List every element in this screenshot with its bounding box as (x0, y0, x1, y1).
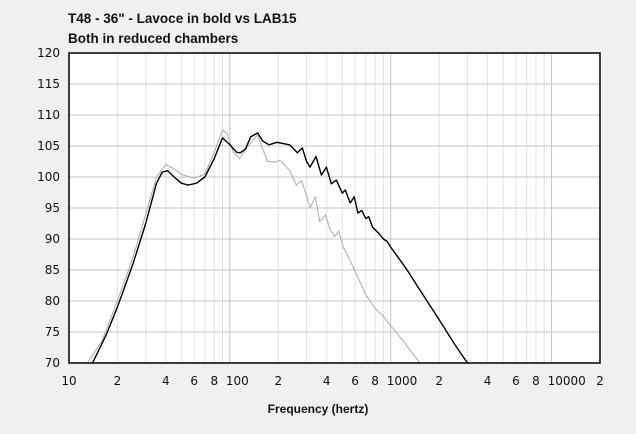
y-tick-label: 120 (37, 46, 60, 60)
x-axis-label: Frequency (hertz) (267, 402, 369, 416)
x-tick-label: 4 (162, 374, 170, 388)
x-tick-label: 4 (484, 374, 492, 388)
x-tick-label: 2 (596, 374, 604, 388)
x-tick-label: 6 (351, 374, 359, 388)
x-tick-label: 8 (371, 374, 379, 388)
y-tick-label: 75 (45, 325, 60, 339)
x-tick-label: 2 (274, 374, 282, 388)
y-tick-label: 80 (45, 294, 60, 308)
x-tick-label: 4 (323, 374, 331, 388)
x-tick-label: 10000 (548, 374, 586, 388)
plot-border (68, 52, 601, 364)
y-tick-label: 115 (37, 77, 60, 91)
x-tick-label: 6 (190, 374, 198, 388)
y-tick-label: 70 (45, 356, 60, 370)
y-tick-label: 85 (45, 263, 60, 277)
y-tick-label: 95 (45, 201, 60, 215)
series-line-t48-lavoce (91, 132, 469, 363)
x-tick-label: 8 (210, 374, 218, 388)
y-tick-label: 100 (37, 170, 60, 184)
y-tick-label: 90 (45, 232, 60, 246)
chart-subtitle: Both in reduced chambers (68, 31, 239, 46)
chart-title: T48 - 36" - Lavoce in bold vs LAB15 (68, 11, 297, 26)
x-tick-label: 8 (532, 374, 540, 388)
x-tick-label: 1000 (387, 374, 418, 388)
x-tick-label: 6 (512, 374, 520, 388)
y-tick-label: 110 (37, 108, 60, 122)
x-tick-label: 2 (114, 374, 122, 388)
x-tick-label: 100 (226, 374, 249, 388)
x-tick-label: 2 (435, 374, 443, 388)
y-tick-label: 105 (37, 139, 60, 153)
x-tick-label: 10 (61, 374, 76, 388)
series-line-lab15 (86, 129, 421, 363)
